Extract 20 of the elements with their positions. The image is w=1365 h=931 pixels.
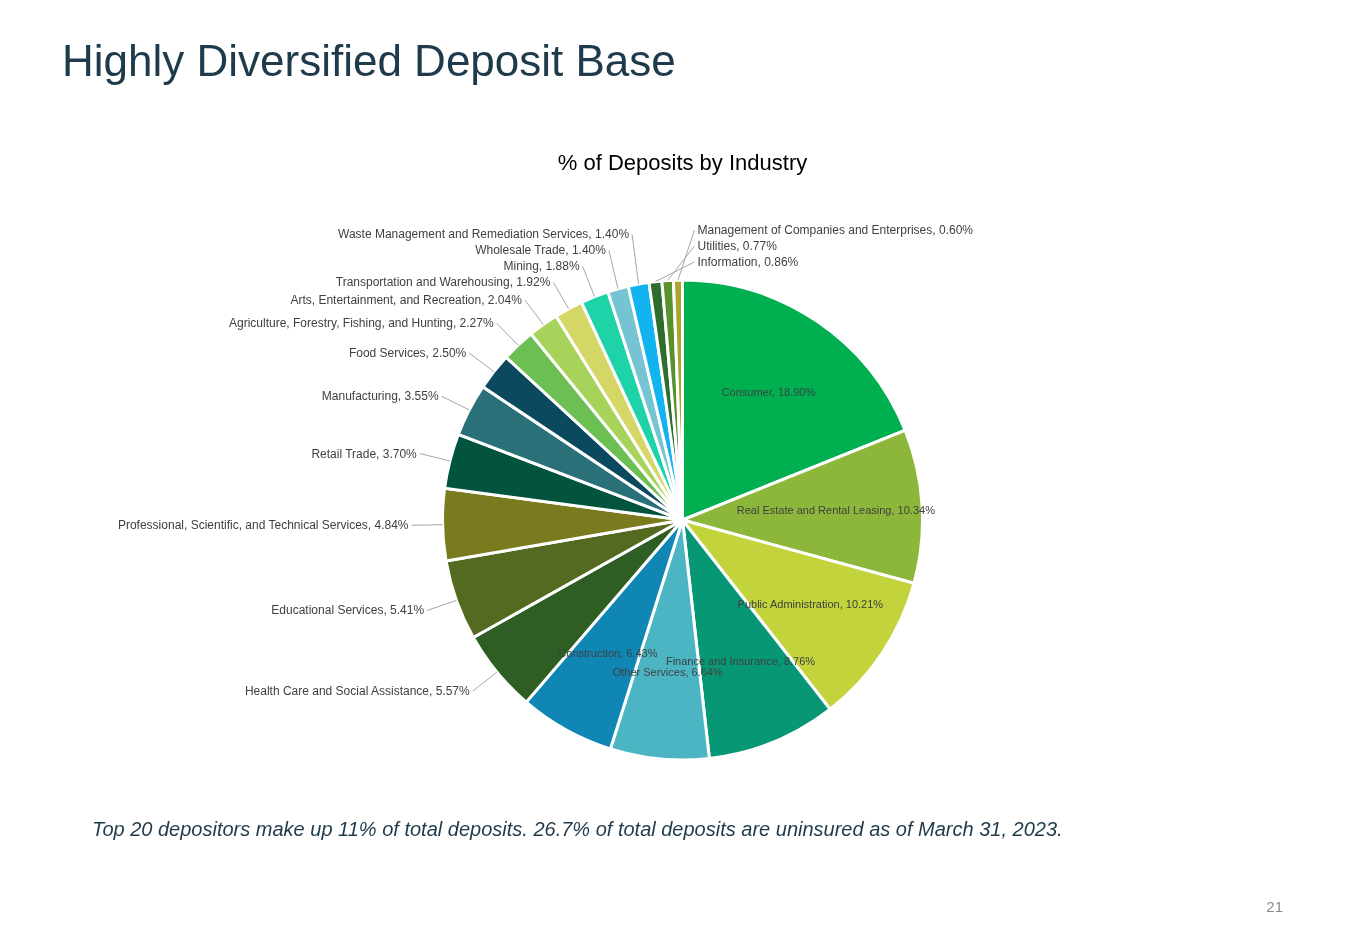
chart-title: Highly Diversified Deposit Base <box>62 36 676 85</box>
slice-label: Transportation and Warehousing, 1.92% <box>335 275 551 290</box>
text: Top 20 depositors make up 11% of total deposits. 26.7% of total deposits are uninsured as of March 31, 2023. <box>92 818 1063 840</box>
slice-label: Agriculture, Forestry, Fishing, and Hunting, 2.27% <box>229 316 494 331</box>
slice-label: Manufacturing, 3.55% <box>321 389 439 404</box>
chart-subtitle: % of Deposits by Industry <box>557 150 808 175</box>
slice-label: Food Services, 2.50% <box>348 346 467 361</box>
slice-label: Waste Management and Remediation Services, 1.40% <box>338 227 630 242</box>
slice-label: Health Care and Social Assistance, 5.57% <box>244 684 471 699</box>
slice-label: Retail Trade, 3.70% <box>311 446 418 461</box>
slice-label: Arts, Entertainment, and Recreation, 2.04% <box>290 293 523 308</box>
slice-label: Information, 0.86% <box>697 255 799 269</box>
slice-label: Management of Companies and Enterprises, 0.60% <box>697 223 974 237</box>
slice-label: Consumer, 18.90% <box>721 385 816 398</box>
slice-label: Educational Services, 5.41% <box>271 603 425 618</box>
text: 21 <box>1266 898 1283 915</box>
slice-label: Utilities, 0.77% <box>697 239 778 253</box>
slice-label: Mining, 1.88% <box>503 259 580 274</box>
slice-label: Professional, Scientific, and Technical Services, 4.84% <box>117 518 409 533</box>
slice-label: Wholesale Trade, 1.40% <box>475 243 607 258</box>
